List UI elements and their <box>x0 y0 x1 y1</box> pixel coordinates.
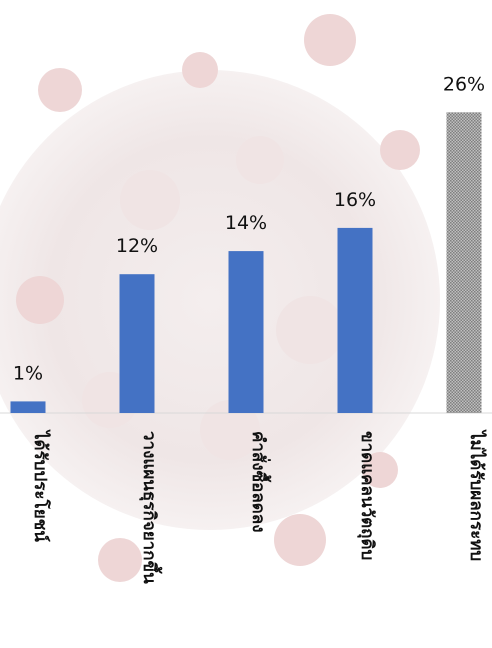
category-label: ขาดแคลนวัตถุดิบ <box>357 431 377 560</box>
value-label: 16% <box>334 189 376 211</box>
value-label: 26% <box>443 73 485 95</box>
value-label: 14% <box>225 212 267 234</box>
bar <box>119 274 155 413</box>
value-label: 1% <box>13 362 43 384</box>
bars-group <box>10 112 482 414</box>
value-labels-group: 1% 12% 14% 16% 26% <box>13 73 485 384</box>
bar <box>337 227 373 413</box>
category-label: วางแผนธุรกิจยากขึ้น <box>139 431 163 584</box>
value-label: 12% <box>116 235 158 257</box>
category-labels-group: ได้รับประโยชน์ วางแผนธุรกิจยากขึ้น คำสั่งซ… <box>30 429 487 584</box>
category-label: ได้รับประโยชน์ <box>30 429 51 542</box>
category-label: ไม่ได้รับผลกระทบ <box>466 429 487 561</box>
bar <box>446 112 482 414</box>
bar <box>228 251 264 413</box>
category-label: คำสั่งซื้อลดลง <box>248 431 272 533</box>
bar <box>10 401 46 413</box>
